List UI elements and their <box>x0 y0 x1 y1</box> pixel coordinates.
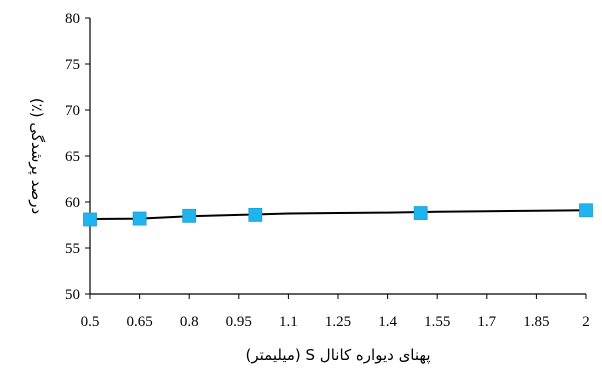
trendline <box>89 209 587 220</box>
y-tick-label: 50 <box>65 287 80 303</box>
y-tick-label: 70 <box>65 103 80 119</box>
chart-axes <box>85 17 587 299</box>
x-tick-label: 1.25 <box>325 314 351 330</box>
y-tick-label: 65 <box>65 149 80 165</box>
y-tick-labels: 50 55 60 65 70 75 80 <box>65 11 80 303</box>
data-point-marker <box>83 212 97 227</box>
x-tick-label: 2 <box>582 314 590 330</box>
data-point-marker <box>132 211 147 226</box>
x-tick-labels: 0.5 0.65 0.8 0.95 1.1 1.25 1.4 1.55 1.7 1.85 2 <box>81 314 590 330</box>
x-tick-label: 0.8 <box>180 314 199 330</box>
x-tick-label: 0.95 <box>226 314 252 330</box>
data-point-marker <box>248 207 263 222</box>
x-tick-label: 0.65 <box>126 314 152 330</box>
y-tick-label: 60 <box>65 195 80 211</box>
x-axis-title: پهنای دیواره کانال S (میلیمتر) <box>246 346 431 365</box>
data-point-marker <box>413 206 428 220</box>
x-tick-label: 1.55 <box>424 314 450 330</box>
data-point-marker <box>579 203 593 218</box>
data-markers <box>83 203 593 227</box>
data-point-marker <box>182 208 197 223</box>
x-tick-label: 1.4 <box>378 314 397 330</box>
trendline-group <box>89 209 587 220</box>
x-tick-label: 1.1 <box>279 314 298 330</box>
y-tick-label: 75 <box>65 57 80 73</box>
x-tick-label: 1.7 <box>477 314 496 330</box>
x-tick-label: 1.85 <box>523 314 549 330</box>
y-tick-label: 80 <box>65 11 80 27</box>
y-tick-label: 55 <box>65 241 80 257</box>
x-tick-label: 0.5 <box>81 314 100 330</box>
y-axis-title: درصد پرشدگی (٪) <box>27 98 46 214</box>
